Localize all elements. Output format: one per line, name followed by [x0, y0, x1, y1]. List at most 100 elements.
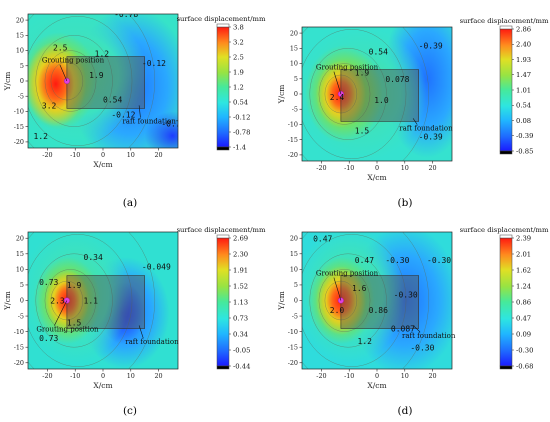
x-tick-label: -20	[42, 151, 52, 159]
x-tick-label: -10	[70, 151, 80, 159]
y-axis-label: Y/cm	[277, 291, 286, 311]
colorbar-tick-label: 1.62	[516, 266, 531, 274]
y-tick-label: 0	[294, 297, 298, 305]
contour-label: -0.39	[419, 133, 443, 142]
x-tick-label: -20	[316, 372, 326, 380]
raft-foundation-label: raft foundation	[122, 118, 176, 126]
contour-label: -0.39	[419, 41, 443, 50]
x-tick-label: 20	[428, 372, 436, 380]
colorbar-tick-label: 1.24	[516, 282, 531, 290]
contour-label: -0.78	[114, 10, 138, 19]
chart-panel-2: 0.54 -0.39 1.9 0.078 2.4 1.0 1.5 -0.39 Grouting …	[277, 17, 549, 209]
x-tick-label: 10	[127, 372, 135, 380]
y-tick-label: -10	[288, 121, 298, 129]
grouting-position-marker	[337, 297, 344, 304]
x-tick-label: 20	[154, 372, 162, 380]
panel-label: (d)	[398, 405, 413, 417]
colorbar-tick-label: 1.9	[233, 68, 244, 76]
contour-label: 1.9	[67, 281, 82, 290]
grouting-position-label: Grouting position	[316, 270, 379, 278]
y-tick-label: 10	[290, 266, 298, 274]
colorbar	[499, 237, 513, 367]
colorbar-tick-label: -0.78	[233, 128, 250, 136]
contour-line-4	[28, 234, 133, 367]
y-tick-label: 15	[16, 32, 24, 40]
y-tick-label: -5	[18, 312, 24, 320]
y-tick-label: -20	[288, 359, 298, 367]
colorbar-tick-label: 0.73	[233, 314, 248, 322]
y-tick-label: 10	[16, 266, 24, 274]
panel-label: (a)	[123, 197, 137, 209]
colorbar-tick-label: 2.30	[233, 250, 248, 258]
y-tick-label: 15	[290, 45, 298, 53]
colorbar-tick-label: -0.68	[516, 362, 533, 370]
contour-line-5	[28, 232, 156, 369]
y-tick-label: 20	[290, 234, 298, 242]
colorbar-tick-label: 2.40	[516, 41, 531, 49]
x-axis-label: X/cm	[93, 160, 112, 169]
x-tick-label: -20	[316, 164, 326, 172]
contour-line-2	[318, 63, 371, 125]
contour-label: -0.30	[410, 343, 434, 352]
contour-line-2	[318, 269, 371, 332]
colorbar-tick-label: -0.39	[516, 132, 533, 140]
plot-area: 0.34 -0.049 0.73 1.92.3 1.1 1.5 0.73	[28, 232, 178, 369]
colorbar-tick-label: -0.30	[516, 346, 533, 354]
raft-foundation-label: raft foundation	[125, 338, 179, 346]
y-axis-label: Y/cm	[277, 85, 286, 105]
contour-label: 2.5	[53, 44, 68, 53]
x-axis-label: X/cm	[93, 381, 112, 390]
contour-line-4	[302, 29, 407, 159]
contour-label: 0.087	[391, 325, 415, 334]
contour-label: -0.30	[385, 256, 409, 265]
colorbar-title: surface displacement/mm	[460, 17, 549, 25]
contour-line-3	[309, 48, 387, 140]
raft-foundation	[66, 56, 145, 109]
leader-line	[59, 64, 68, 82]
colorbar	[216, 237, 230, 367]
colorbar-bottom-cap	[216, 146, 230, 151]
field-blob-2	[144, 111, 178, 148]
grouting-position-label: Grouting position	[36, 326, 99, 334]
colorbar-tick-label: 0.54	[233, 98, 248, 106]
contour-line-5	[302, 232, 430, 369]
x-tick-label: 0	[101, 151, 105, 159]
y-tick-label: -10	[14, 328, 24, 336]
grouting-position-label: Grouting position	[316, 64, 379, 72]
y-tick-label: 10	[16, 47, 24, 55]
raft-foundation-label: raft foundation	[399, 125, 453, 133]
colorbar-top-cap	[216, 234, 230, 239]
colorbar-tick-label: 1.47	[516, 71, 531, 79]
colorbar-tick-label: -0.05	[233, 346, 250, 354]
y-tick-label: -10	[14, 108, 24, 116]
contour-line-5	[28, 14, 156, 148]
colorbar-tick-label: 0.54	[516, 102, 531, 110]
contour-line-3	[309, 253, 387, 348]
colorbar	[499, 28, 513, 152]
y-tick-label: -20	[14, 359, 24, 367]
colorbar-bottom-cap	[499, 150, 513, 155]
contour-label: 0.47	[355, 256, 374, 265]
chart-panel-4: 0.47 0.47 -0.30 -0.30 1.6 -0.30 2.0 0.86 1.2 0.08…	[277, 226, 549, 417]
chart-panel-1: 2.53.21.91.20.54-0.12-0.12-0.78-0.781.2G…	[3, 10, 266, 209]
y-tick-label: 5	[294, 75, 298, 83]
contour-label: 0.47	[313, 234, 332, 243]
raft-foundation	[340, 275, 419, 329]
colorbar-tick-label: 2.69	[233, 234, 248, 242]
contour-label: -0.78	[161, 120, 185, 129]
colorbar-tick-label: -0.12	[233, 113, 250, 121]
contour-label: 1.2	[34, 132, 49, 141]
y-tick-label: -5	[18, 92, 24, 100]
x-tick-label: 0	[375, 372, 379, 380]
raft-foundation	[340, 69, 419, 122]
panel-label: (b)	[398, 197, 413, 209]
colorbar-tick-label: 1.13	[233, 298, 248, 306]
y-tick-label: 20	[16, 234, 24, 242]
raft-foundation-label: raft foundation	[402, 332, 456, 340]
colorbar-bottom-cap	[499, 365, 513, 370]
colorbar-top-cap	[216, 23, 230, 28]
y-tick-label: 5	[20, 281, 24, 289]
x-tick-label: 10	[127, 151, 135, 159]
y-tick-label: -15	[288, 136, 298, 144]
